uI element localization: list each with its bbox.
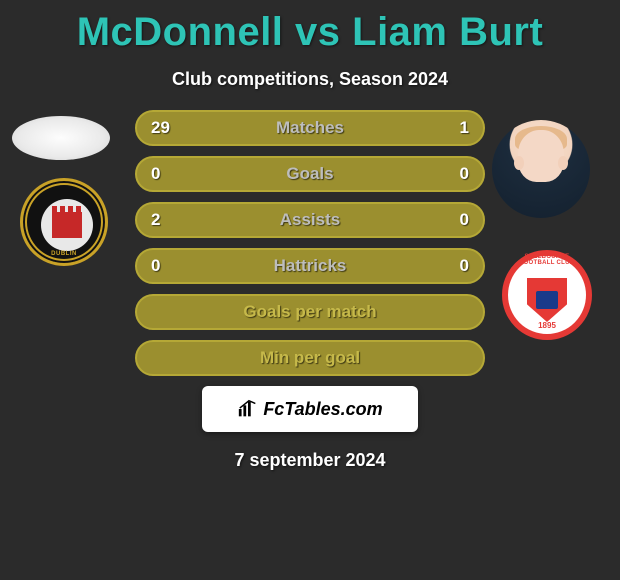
stat-left-value: 0	[151, 164, 160, 184]
stat-row-matches: 29 Matches 1	[135, 110, 485, 146]
stat-label: Min per goal	[260, 348, 360, 368]
stat-label: Goals per match	[243, 302, 376, 322]
branding-text: FcTables.com	[263, 399, 382, 420]
stat-row-goals-per-match: Goals per match	[135, 294, 485, 330]
subtitle: Club competitions, Season 2024	[0, 69, 620, 90]
chart-icon	[237, 398, 259, 420]
stat-label: Goals	[286, 164, 333, 184]
stat-row-min-per-goal: Min per goal	[135, 340, 485, 376]
stats-container: 29 Matches 1 0 Goals 0 2 Assists 0 0 Hat…	[0, 110, 620, 471]
stat-row-goals: 0 Goals 0	[135, 156, 485, 192]
date-text: 7 september 2024	[0, 450, 620, 471]
stat-left-value: 0	[151, 256, 160, 276]
stat-right-value: 1	[460, 118, 469, 138]
stat-label: Assists	[280, 210, 340, 230]
stat-right-value: 0	[460, 210, 469, 230]
stat-row-hattricks: 0 Hattricks 0	[135, 248, 485, 284]
stat-left-value: 2	[151, 210, 160, 230]
page-title: McDonnell vs Liam Burt	[0, 0, 620, 55]
branding-badge[interactable]: FcTables.com	[202, 386, 418, 432]
stat-label: Matches	[276, 118, 344, 138]
stat-label: Hattricks	[274, 256, 347, 276]
stat-right-value: 0	[460, 256, 469, 276]
stat-left-value: 29	[151, 118, 170, 138]
stat-row-assists: 2 Assists 0	[135, 202, 485, 238]
stat-right-value: 0	[460, 164, 469, 184]
